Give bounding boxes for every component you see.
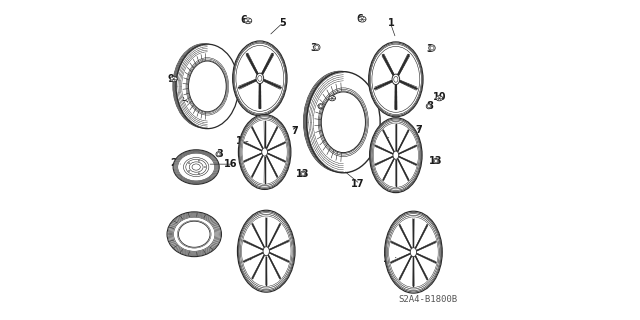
- Ellipse shape: [263, 247, 269, 256]
- Ellipse shape: [393, 151, 399, 159]
- Text: 8: 8: [317, 101, 324, 111]
- Ellipse shape: [329, 96, 335, 101]
- Text: 17: 17: [351, 179, 364, 189]
- Text: 1: 1: [388, 18, 394, 28]
- Ellipse shape: [426, 104, 431, 109]
- Ellipse shape: [410, 248, 417, 257]
- Ellipse shape: [358, 16, 366, 22]
- Ellipse shape: [433, 158, 438, 164]
- Ellipse shape: [436, 96, 443, 101]
- Text: 6: 6: [356, 14, 364, 24]
- Ellipse shape: [321, 92, 365, 153]
- Ellipse shape: [392, 74, 399, 84]
- Text: 13: 13: [296, 169, 310, 179]
- Text: 10: 10: [326, 92, 340, 102]
- Text: 3: 3: [310, 43, 317, 53]
- Text: 11: 11: [376, 132, 389, 142]
- Ellipse shape: [233, 41, 287, 116]
- Ellipse shape: [307, 72, 380, 173]
- Ellipse shape: [167, 212, 221, 257]
- Text: 3: 3: [217, 148, 223, 159]
- Ellipse shape: [189, 61, 226, 112]
- Text: 7: 7: [415, 125, 422, 135]
- Ellipse shape: [370, 118, 422, 193]
- Ellipse shape: [385, 211, 442, 293]
- Text: 3: 3: [426, 44, 433, 54]
- Text: 7: 7: [291, 125, 298, 136]
- Ellipse shape: [314, 44, 320, 51]
- Ellipse shape: [179, 221, 210, 247]
- Ellipse shape: [170, 76, 177, 82]
- Ellipse shape: [237, 210, 295, 292]
- Text: 14: 14: [383, 254, 397, 264]
- Ellipse shape: [318, 104, 323, 109]
- Text: 2: 2: [170, 158, 177, 168]
- Text: 9: 9: [167, 74, 174, 84]
- Text: 4: 4: [177, 92, 184, 102]
- Ellipse shape: [301, 171, 306, 176]
- Text: 8: 8: [426, 101, 433, 111]
- Text: 10: 10: [433, 92, 446, 102]
- Ellipse shape: [369, 42, 423, 117]
- Ellipse shape: [244, 18, 252, 24]
- Ellipse shape: [176, 44, 239, 129]
- Ellipse shape: [173, 150, 219, 184]
- Ellipse shape: [262, 148, 268, 156]
- Text: 15: 15: [238, 256, 252, 267]
- Ellipse shape: [216, 152, 221, 157]
- Text: 5: 5: [279, 18, 286, 28]
- Text: 12: 12: [236, 136, 250, 147]
- Text: 16: 16: [224, 159, 238, 169]
- Text: S2A4-B1800B: S2A4-B1800B: [399, 295, 458, 304]
- Ellipse shape: [256, 73, 264, 84]
- Text: 6: 6: [241, 15, 248, 25]
- Ellipse shape: [238, 115, 291, 189]
- Ellipse shape: [429, 45, 435, 51]
- Text: 13: 13: [429, 156, 443, 166]
